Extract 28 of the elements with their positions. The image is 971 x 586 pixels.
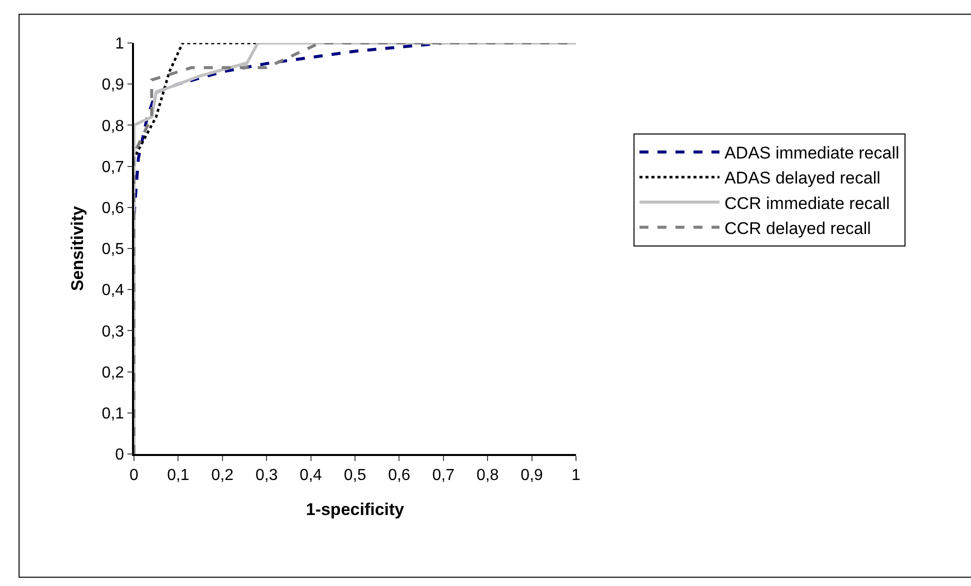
legend-label: CCR delayed recall: [724, 218, 871, 238]
y-tick-label: 1: [115, 36, 124, 53]
x-tick-label: 0: [130, 466, 139, 484]
legend-label: ADAS immediate recall: [724, 144, 900, 163]
x-tick-label: 0,3: [255, 466, 278, 484]
y-tick-label: 0,7: [102, 158, 124, 176]
legend-label: ADAS delayed recall: [724, 168, 880, 188]
x-tick-label: 0,9: [520, 466, 544, 484]
x-tick-label: 0,1: [167, 466, 190, 484]
y-tick-label: 0,8: [102, 118, 124, 135]
y-tick-label: 0,3: [102, 323, 124, 340]
y-tick-label: 0: [115, 446, 124, 464]
y-tick-label: 0,9: [102, 76, 124, 94]
x-tick-label: 0,7: [432, 466, 455, 484]
y-axis-title: Sensitivity: [68, 205, 87, 292]
y-tick-label: 0,2: [102, 364, 124, 382]
legend-label: CCR immediate recall: [724, 194, 890, 213]
y-tick-label: 0,1: [102, 406, 124, 422]
y-tick-label: 0,4: [102, 282, 124, 300]
y-tick-label: 0,6: [102, 200, 124, 217]
x-tick-label: 0,4: [300, 466, 322, 484]
x-tick-label: 0,5: [344, 466, 366, 484]
x-tick-label: 0,2: [211, 466, 234, 484]
x-tick-label: 1: [572, 466, 581, 484]
x-axis-title: 1-specificity: [306, 500, 405, 519]
x-tick-label: 0,8: [476, 466, 499, 484]
y-tick-label: 0,5: [102, 241, 124, 258]
x-tick-label: 0,6: [388, 466, 410, 484]
